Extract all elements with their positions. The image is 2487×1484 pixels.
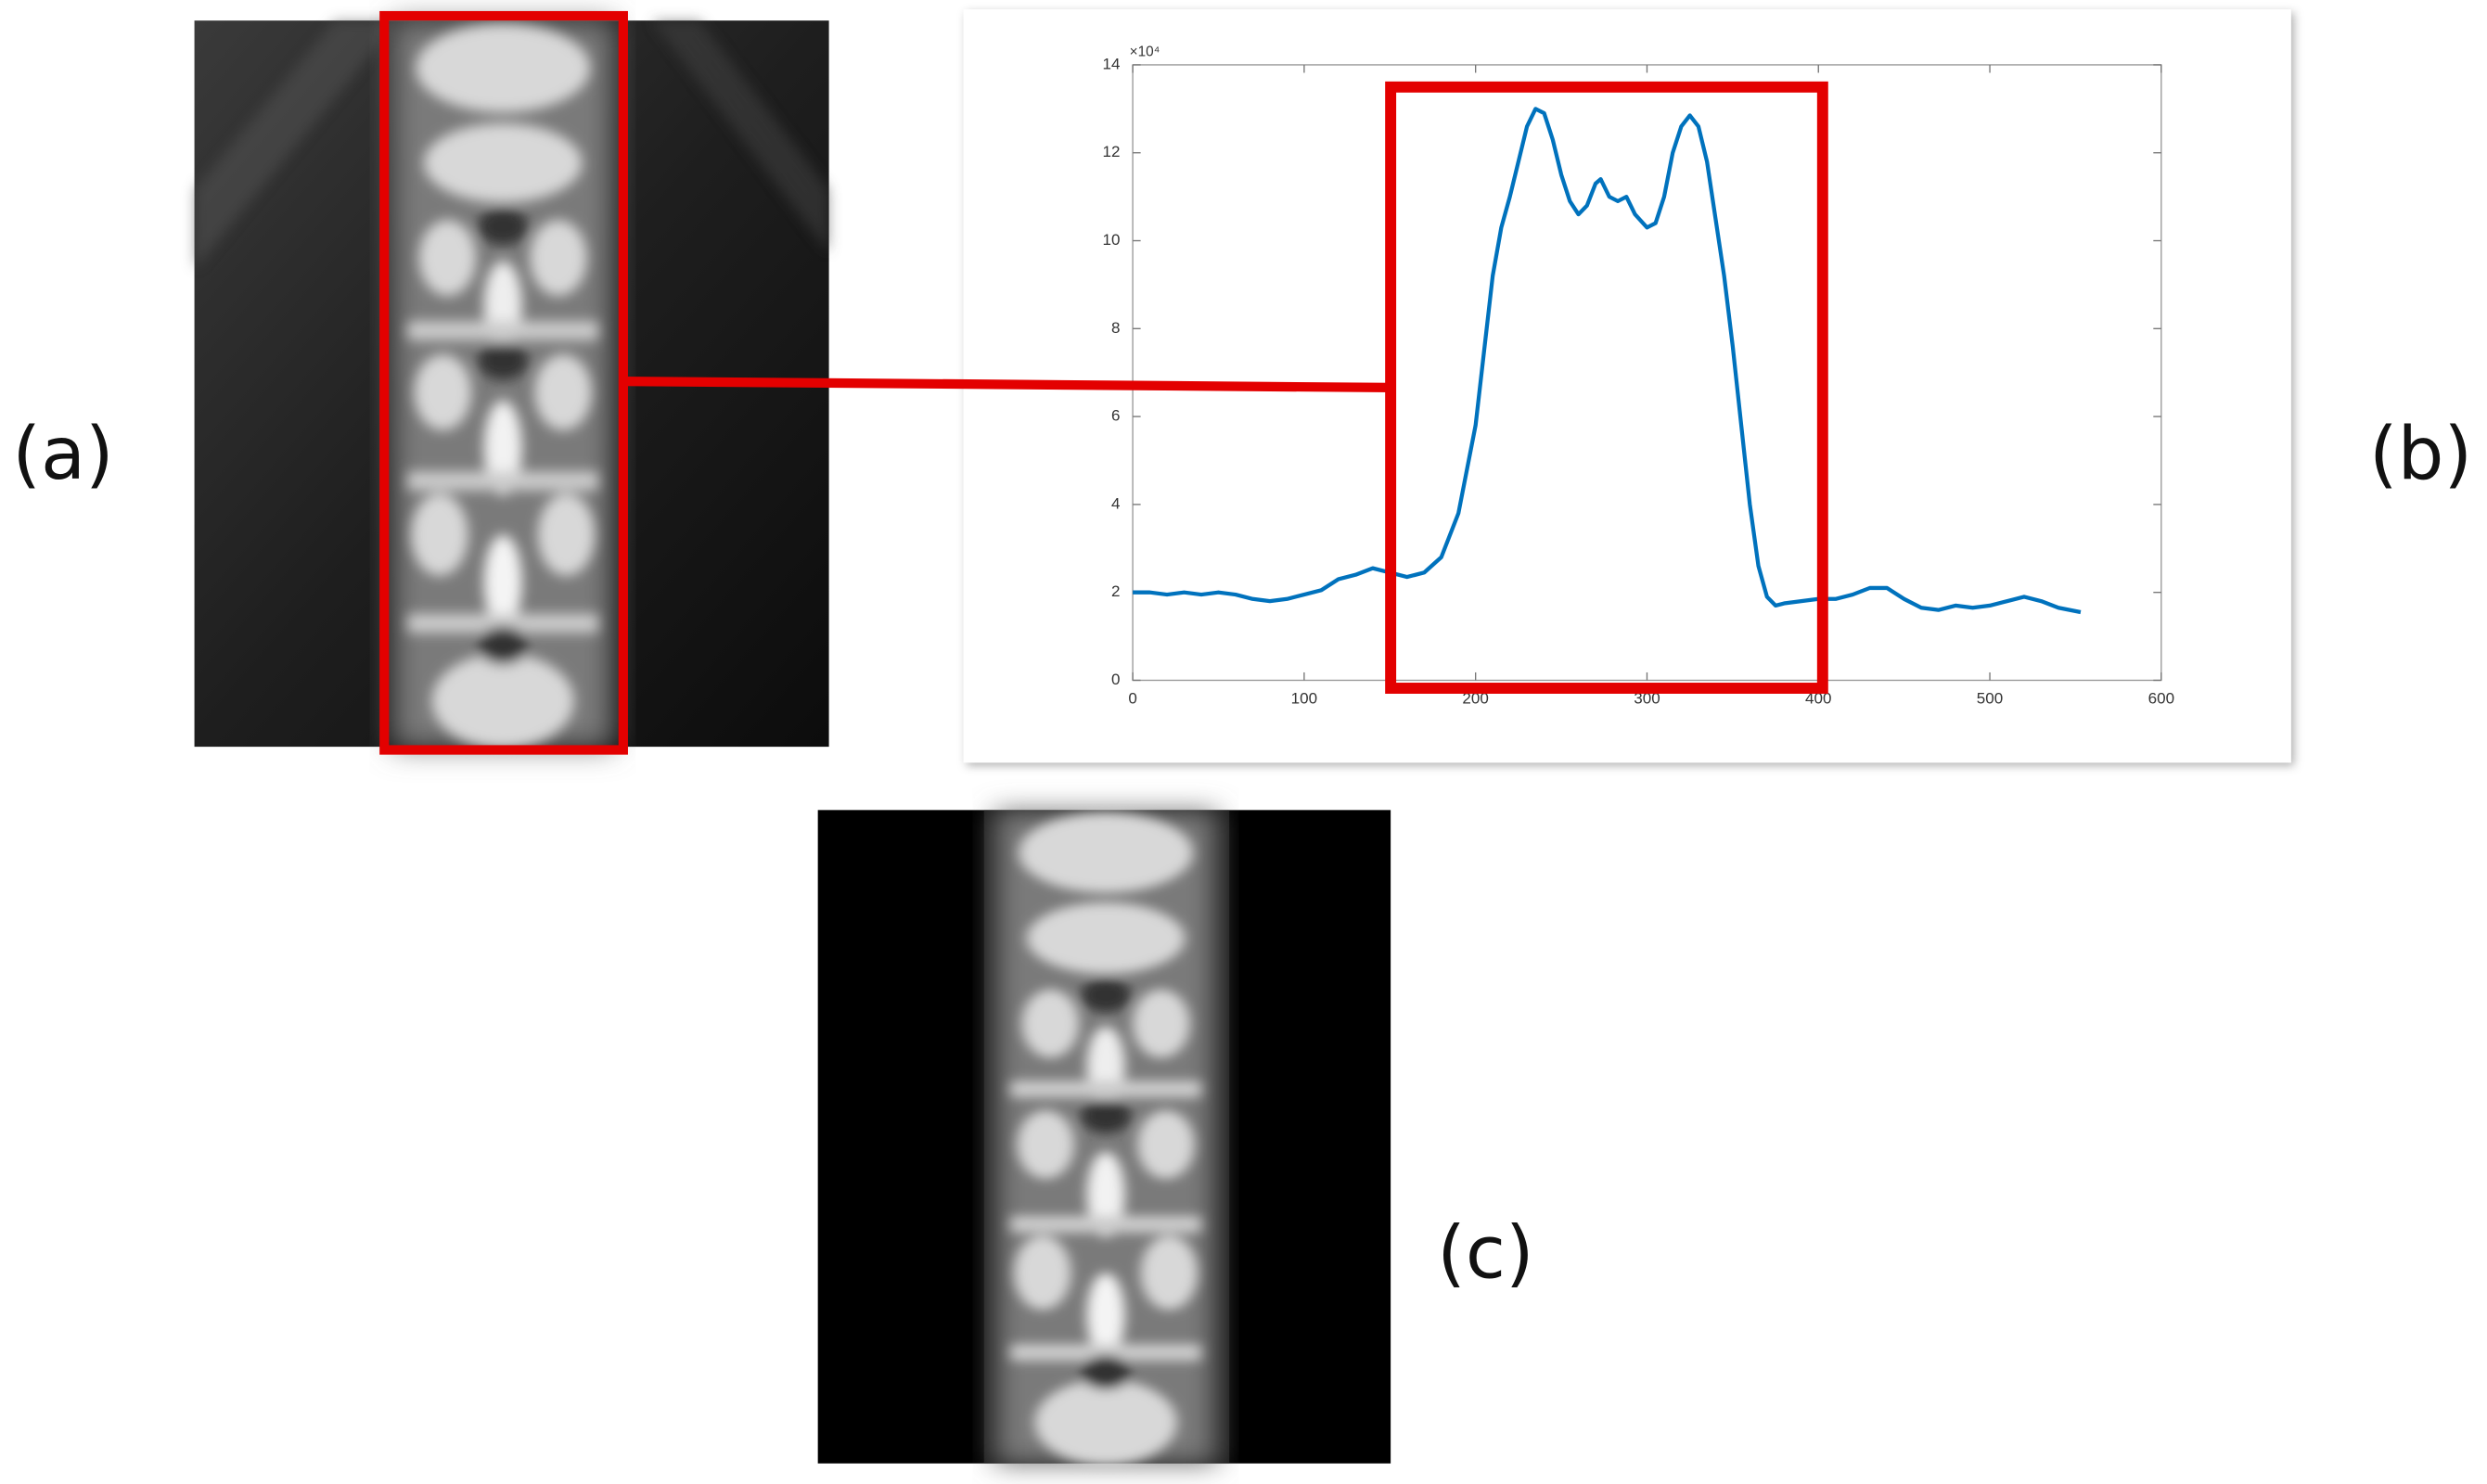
x-tick-label: 100 [1291, 689, 1317, 707]
axis-multiplier: ×10⁴ [1130, 44, 1160, 59]
plot-area [1132, 64, 2162, 682]
plot: 0 100 200 300 400 500 600 0 2 4 6 8 10 12 14 ×10⁴ [1102, 44, 2174, 707]
y-tick-label: 2 [1111, 582, 1120, 600]
y-tick-label: 14 [1102, 55, 1120, 72]
data-line [1133, 107, 2082, 615]
y-tick-label: 12 [1102, 143, 1120, 160]
y-tick-label: 10 [1102, 231, 1120, 249]
panel-label: (c) [1437, 1210, 1533, 1296]
y-tick-label: 0 [1111, 671, 1120, 688]
x-tick-label: 300 [1634, 689, 1660, 707]
x-tick-label: 200 [1462, 689, 1488, 707]
x-tick-label: 500 [1977, 689, 2003, 707]
x-tick-label: 400 [1805, 689, 1831, 707]
y-tick-label: 8 [1111, 319, 1120, 337]
y-tick-label: 4 [1111, 494, 1120, 512]
x-tick-label: 0 [1128, 689, 1136, 707]
connector [622, 376, 1391, 393]
x-tick-label: 600 [2148, 689, 2174, 707]
panel-label: (a) [12, 411, 113, 496]
y-tick-label: 6 [1111, 407, 1120, 425]
roi-box-b [1385, 81, 1828, 694]
ct-image-c [817, 810, 1391, 1465]
panel-label: (b) [2369, 411, 2472, 496]
